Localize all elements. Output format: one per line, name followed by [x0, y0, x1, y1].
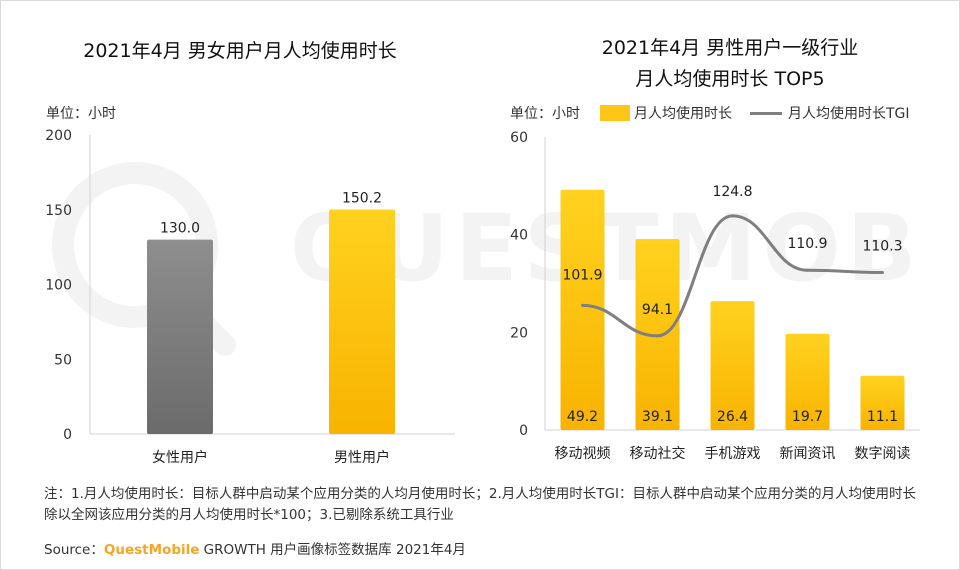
left-x-category-label: 男性用户: [334, 449, 390, 466]
tgi-value-label: 94.1: [642, 302, 673, 318]
legend-bar-label: 月人均使用时长: [634, 106, 732, 122]
left-y-tick-label: 0: [63, 427, 72, 443]
right-y-tick-label: 20: [510, 325, 528, 341]
left-bar: [329, 209, 395, 434]
tgi-point: [881, 271, 884, 275]
source-line: Source：QuestMobile GROWTH 用户画像标签数据库 2021…: [44, 538, 466, 558]
right-bar: [860, 375, 905, 430]
right-y-tick-label: 60: [510, 130, 528, 146]
right-legend: 月人均使用时长 月人均使用时长TGI: [600, 103, 910, 123]
footer-note: 注：1.月人均使用时长：目标人群中启动某个应用分类的人均月使用时长；2.月人均使…: [44, 486, 916, 523]
left-chart-title: 2021年4月 男女用户月人均使用时长: [83, 40, 397, 62]
legend-bar-swatch: [600, 105, 630, 121]
left-bar-value-label: 150.2: [342, 190, 382, 206]
tgi-value-label: 110.9: [787, 236, 827, 252]
left-x-category-label: 女性用户: [152, 449, 208, 466]
tgi-value-label: 124.8: [712, 184, 752, 200]
right-chart-title-line1: 2021年4月 男性用户一级行业: [601, 37, 859, 59]
source-brand: QuestMobile: [103, 542, 200, 558]
left-unit-label: 单位：小时: [46, 106, 116, 122]
tgi-line: [582, 214, 883, 338]
legend-line-swatch: [750, 111, 782, 115]
left-y-tick-label: 200: [45, 128, 72, 144]
right-x-category-label: 移动视频: [555, 446, 611, 462]
right-x-category-label: 新闻资讯: [780, 446, 836, 462]
right-bar-value-label: 49.2: [567, 409, 598, 425]
right-y-tick-label: 40: [510, 228, 528, 244]
right-x-category-label: 数字阅读: [855, 445, 911, 462]
right-x-category-label: 手机游戏: [705, 446, 761, 462]
right-chart-title-line2: 月人均使用时长 TOP5: [635, 68, 825, 90]
left-bar-chart: 0 50 100 150 200 130.0 女性用户 150.2 男性用户: [45, 128, 455, 466]
right-bar-value-label: 11.1: [867, 409, 898, 425]
right-bar-value-label: 19.7: [792, 409, 823, 425]
tgi-point: [806, 268, 809, 272]
tgi-point: [581, 303, 584, 307]
tgi-value-label: 101.9: [562, 267, 602, 283]
left-y-tick-label: 100: [45, 278, 72, 294]
legend-line-label: 月人均使用时长TGI: [788, 106, 910, 122]
source-rest: GROWTH 用户画像标签数据库 2021年4月: [199, 542, 466, 558]
right-combo-chart: 0 20 40 60 49.2 移动视频 39.1 移动社交 26.4 手机游戏 19.7 新闻资讯 1…: [510, 130, 920, 462]
right-bar: [785, 333, 830, 430]
tgi-point: [731, 214, 734, 218]
source-prefix: Source：: [44, 542, 104, 558]
right-x-category-label: 移动社交: [630, 445, 686, 462]
right-bar: [560, 189, 605, 430]
left-bar-value-label: 130.0: [160, 221, 200, 237]
right-bar-value-label: 26.4: [717, 409, 748, 425]
tgi-point: [656, 334, 659, 338]
left-y-tick-label: 150: [45, 203, 72, 219]
right-bar-value-label: 39.1: [642, 409, 673, 425]
left-y-tick-label: 50: [54, 352, 72, 368]
right-y-tick-label: 0: [519, 423, 528, 439]
right-unit-label: 单位：小时: [510, 106, 580, 122]
tgi-value-label: 110.3: [862, 239, 902, 255]
right-bar: [710, 301, 755, 430]
left-bar: [147, 239, 213, 434]
